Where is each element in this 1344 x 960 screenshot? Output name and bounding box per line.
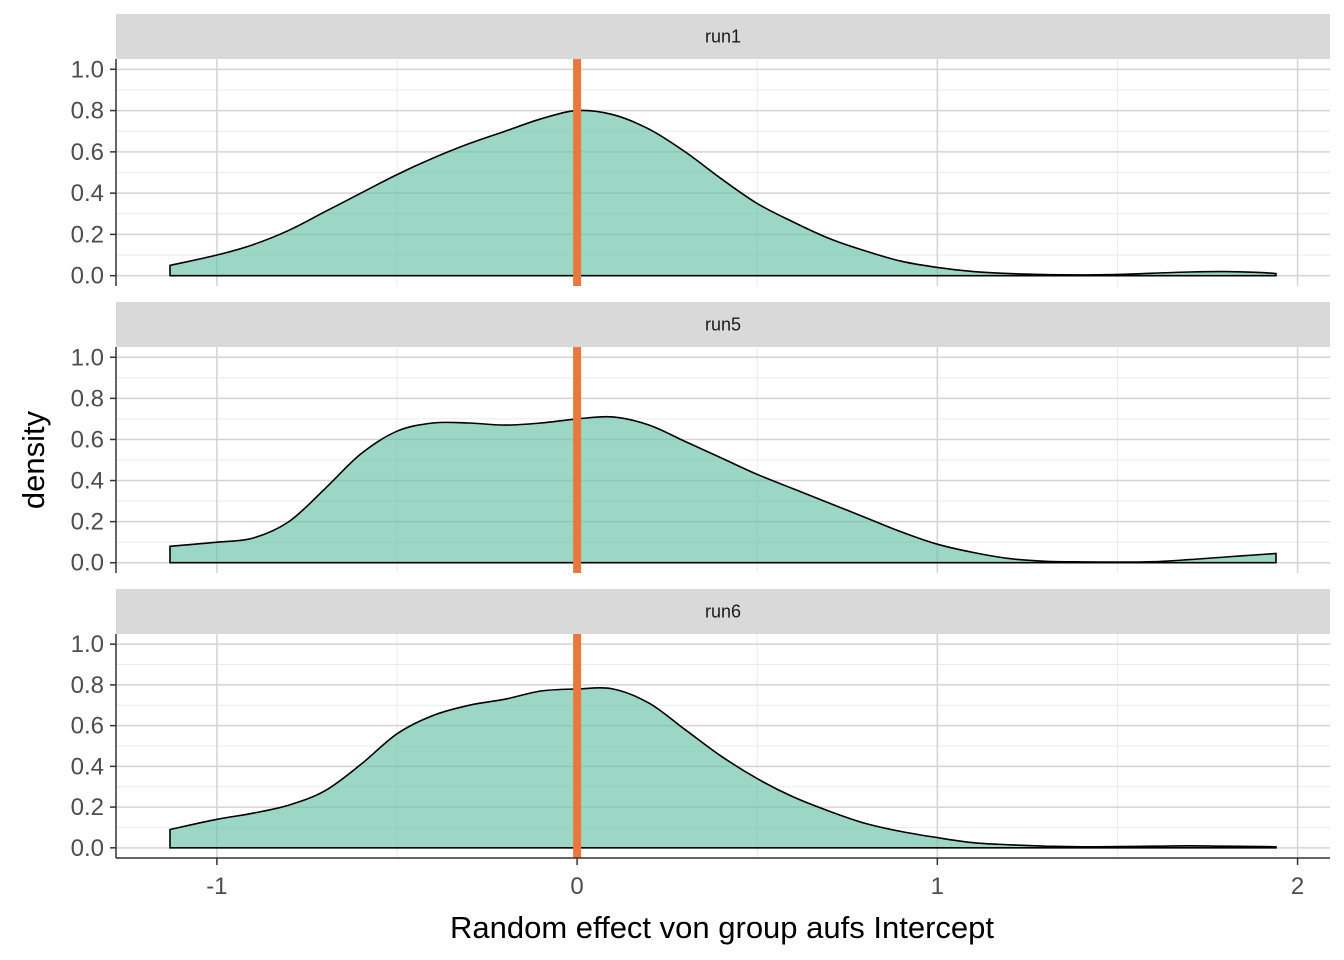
y-tick-label: 0.6 <box>71 713 104 740</box>
x-tick-label: -1 <box>206 873 227 900</box>
density-area-run6 <box>169 687 1277 849</box>
facet-panel-run6: run6 0.0 0.2 0.4 0.6 0.8 1.0 <box>71 589 1330 862</box>
density-area-run5 <box>169 415 1277 564</box>
y-tick-label: 0.0 <box>71 835 104 862</box>
y-tick-label: 1.0 <box>71 344 104 371</box>
y-tick-label: 0.8 <box>71 98 104 125</box>
y-tick-label: 0.8 <box>71 672 104 699</box>
y-tick-label: 0.2 <box>71 221 104 248</box>
y-tick-label: 1.0 <box>71 56 104 83</box>
x-tick-label: 1 <box>931 873 944 900</box>
facet-strip-label: run6 <box>705 602 741 622</box>
y-tick-label: 0.6 <box>71 139 104 166</box>
x-tick-label: 0 <box>570 873 583 900</box>
facet-strip <box>116 302 1330 347</box>
x-tick-label: 2 <box>1291 873 1304 900</box>
facet-panel-run1: run1 0.0 0.2 0.4 0.6 0.8 1.0 <box>71 14 1330 290</box>
facet-panel-run5: run5 0.0 0.2 0.4 0.6 0.8 1.0 <box>71 302 1330 577</box>
density-area-run1 <box>169 109 1277 277</box>
y-tick-label: 0.6 <box>71 426 104 453</box>
facet-strip-label: run1 <box>705 27 741 47</box>
y-tick-label: 0.4 <box>71 753 104 780</box>
y-tick-label: 0.4 <box>71 180 104 207</box>
x-axis-title: Random effect von group aufs Intercept <box>450 910 994 945</box>
facet-strip-label: run5 <box>705 315 741 335</box>
y-tick-label: 0.2 <box>71 509 104 536</box>
panels-layer: run1 0.0 0.2 0.4 0.6 0.8 1.0 run5 0.0 0.2 0.4 0.6 0.… <box>71 14 1330 862</box>
y-tick-label: 0.8 <box>71 385 104 412</box>
y-tick-label: 1.0 <box>71 631 104 658</box>
facet-strip <box>116 589 1330 634</box>
y-tick-label: 0.4 <box>71 468 104 495</box>
y-tick-label: 0.2 <box>71 794 104 821</box>
y-tick-label: 0.0 <box>71 550 104 577</box>
y-axis-title: density <box>16 410 51 509</box>
y-tick-label: 0.0 <box>71 263 104 290</box>
x-axis: -1 0 1 2 <box>116 857 1330 900</box>
facet-strip <box>116 14 1330 59</box>
